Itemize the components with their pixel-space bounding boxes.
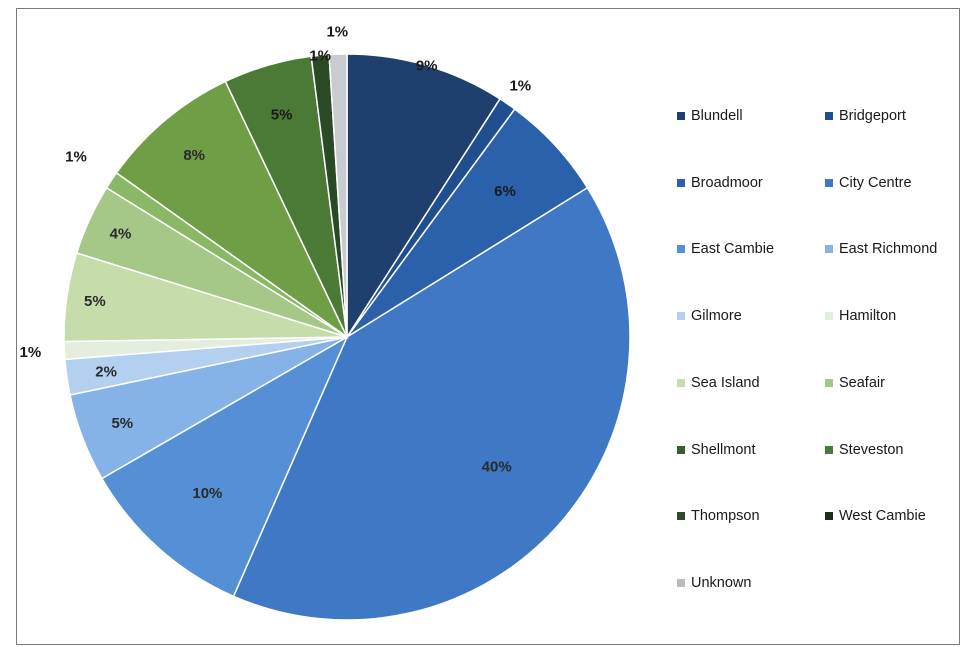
legend-swatch <box>677 378 685 387</box>
legend-item-thompson: Thompson <box>677 508 760 524</box>
data-label-broadmoor: 6% <box>494 183 516 200</box>
data-label-east-richmond: 5% <box>111 415 133 432</box>
legend-item-broadmoor: Broadmoor <box>677 175 763 191</box>
data-label-east-cambie: 10% <box>192 485 222 502</box>
data-label-sea-island: 5% <box>84 293 106 310</box>
legend-item-steveston: Steveston <box>825 442 904 458</box>
data-label-city-centre: 40% <box>482 459 512 476</box>
data-label-seafair: 4% <box>110 226 132 243</box>
legend-label: East Richmond <box>839 241 938 258</box>
data-label-gilmore: 2% <box>95 364 117 381</box>
legend-label: Shellmont <box>691 441 756 458</box>
legend-label: Sea Island <box>691 374 760 391</box>
pie-slice-unknown <box>328 53 348 338</box>
data-label-thompson: 5% <box>271 106 293 123</box>
legend-label: City Centre <box>839 174 912 191</box>
data-label-shellmont: 1% <box>65 149 87 166</box>
legend-swatch <box>825 312 833 321</box>
legend-item-west-cambie: West Cambie <box>825 508 926 524</box>
data-label-bridgeport: 1% <box>509 77 531 94</box>
legend-label: Unknown <box>691 574 752 591</box>
pie-slice-city-centre <box>232 186 631 621</box>
legend-swatch <box>677 245 685 254</box>
pie-slice-blundell <box>346 53 502 340</box>
legend-item-seafair: Seafair <box>825 375 885 391</box>
legend-item-hamilton: Hamilton <box>825 308 896 324</box>
legend-swatch <box>825 245 833 254</box>
data-label-hamilton: 1% <box>20 344 42 361</box>
legend-swatch <box>825 378 833 387</box>
pie-slice-east-cambie <box>100 335 349 598</box>
legend-label: Gilmore <box>691 308 742 325</box>
pie-slice-steveston <box>115 80 349 340</box>
legend-swatch <box>825 445 833 454</box>
legend-swatch <box>677 312 685 321</box>
legend-item-east-richmond: East Richmond <box>825 241 937 257</box>
legend-swatch <box>677 178 685 187</box>
data-label-unknown: 1% <box>326 24 348 41</box>
legend-label: Thompson <box>691 508 760 525</box>
legend-label: West Cambie <box>839 508 926 525</box>
legend-swatch <box>825 112 833 120</box>
legend-item-blundell: Blundell <box>677 108 743 124</box>
legend-label: Bridgeport <box>839 108 906 124</box>
legend-swatch <box>677 578 685 587</box>
legend-item-bridgeport: Bridgeport <box>825 108 906 124</box>
legend-label: Hamilton <box>839 308 897 325</box>
data-label-west-cambie: 1% <box>309 47 331 64</box>
legend-item-shellmont: Shellmont <box>677 442 755 458</box>
pie-chart: 9% 1% 6% 40% 10% 5% 2% 1% 5% 4% 1% 8% 5% 1% 1% <box>20 24 631 621</box>
legend-label: Broadmoor <box>691 174 763 191</box>
data-label-blundell: 9% <box>416 58 438 75</box>
legend-swatch <box>825 178 833 187</box>
legend-swatch <box>677 512 685 521</box>
legend-label: East Cambie <box>691 241 775 258</box>
legend-swatch <box>825 512 833 521</box>
legend-label: Steveston <box>839 441 904 458</box>
legend-item-unknown: Unknown <box>677 575 751 591</box>
legend-swatch <box>677 445 685 454</box>
legend-item-sea-island: Sea Island <box>677 375 760 391</box>
legend-swatch <box>677 112 685 120</box>
legend-label: Blundell <box>691 108 743 124</box>
legend-item-east-cambie: East Cambie <box>677 241 774 257</box>
legend-item-gilmore: Gilmore <box>677 308 742 324</box>
data-label-steveston: 8% <box>183 147 205 164</box>
legend-item-city-centre: City Centre <box>825 175 912 191</box>
legend-label: Seafair <box>839 374 885 391</box>
